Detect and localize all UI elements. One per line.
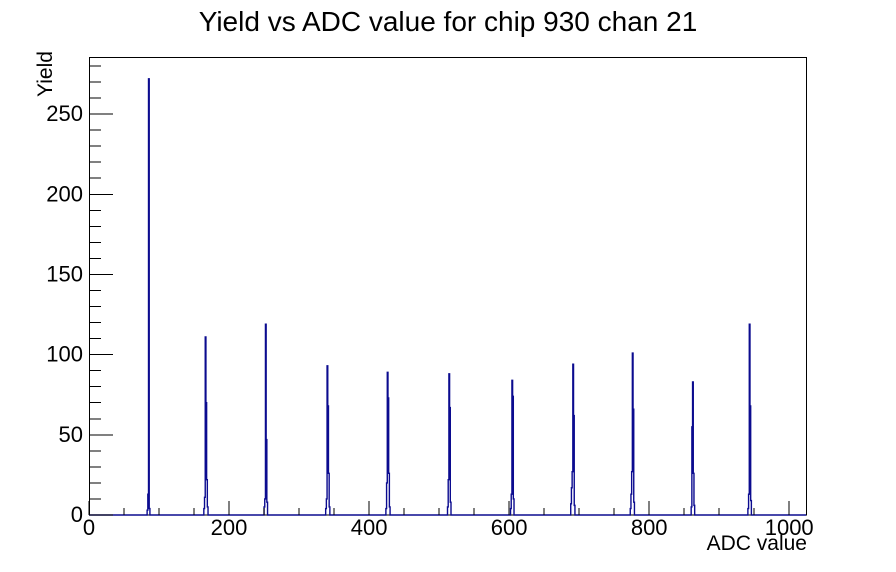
x-tick-label: 0 — [83, 515, 95, 540]
x-tick-label: 400 — [351, 515, 388, 540]
y-tick-label: 150 — [46, 262, 83, 287]
histogram-line — [89, 78, 806, 516]
histogram-path — [89, 78, 806, 516]
y-tick-label: 50 — [59, 422, 83, 447]
x-tick-label: 600 — [491, 515, 528, 540]
y-tick-label: 0 — [71, 502, 83, 527]
chart-title: Yield vs ADC value for chip 930 chan 21 — [199, 6, 698, 37]
x-tick-label: 200 — [211, 515, 248, 540]
y-axis-tick-labels: 0 50 100 150 200 250 — [46, 101, 83, 527]
x-axis-title: ADC value — [707, 532, 807, 555]
y-tick-label: 100 — [46, 342, 83, 367]
x-tick-label: 800 — [631, 515, 668, 540]
axis-ticks — [88, 65, 790, 516]
x-axis-tick-labels: 0 200 400 600 800 1000 — [83, 515, 814, 540]
plot-frame — [89, 57, 807, 516]
y-axis-title: Yield — [34, 51, 57, 97]
y-tick-label: 200 — [46, 181, 83, 206]
y-tick-label: 250 — [46, 101, 83, 126]
x-tick-label: 1000 — [765, 515, 814, 540]
